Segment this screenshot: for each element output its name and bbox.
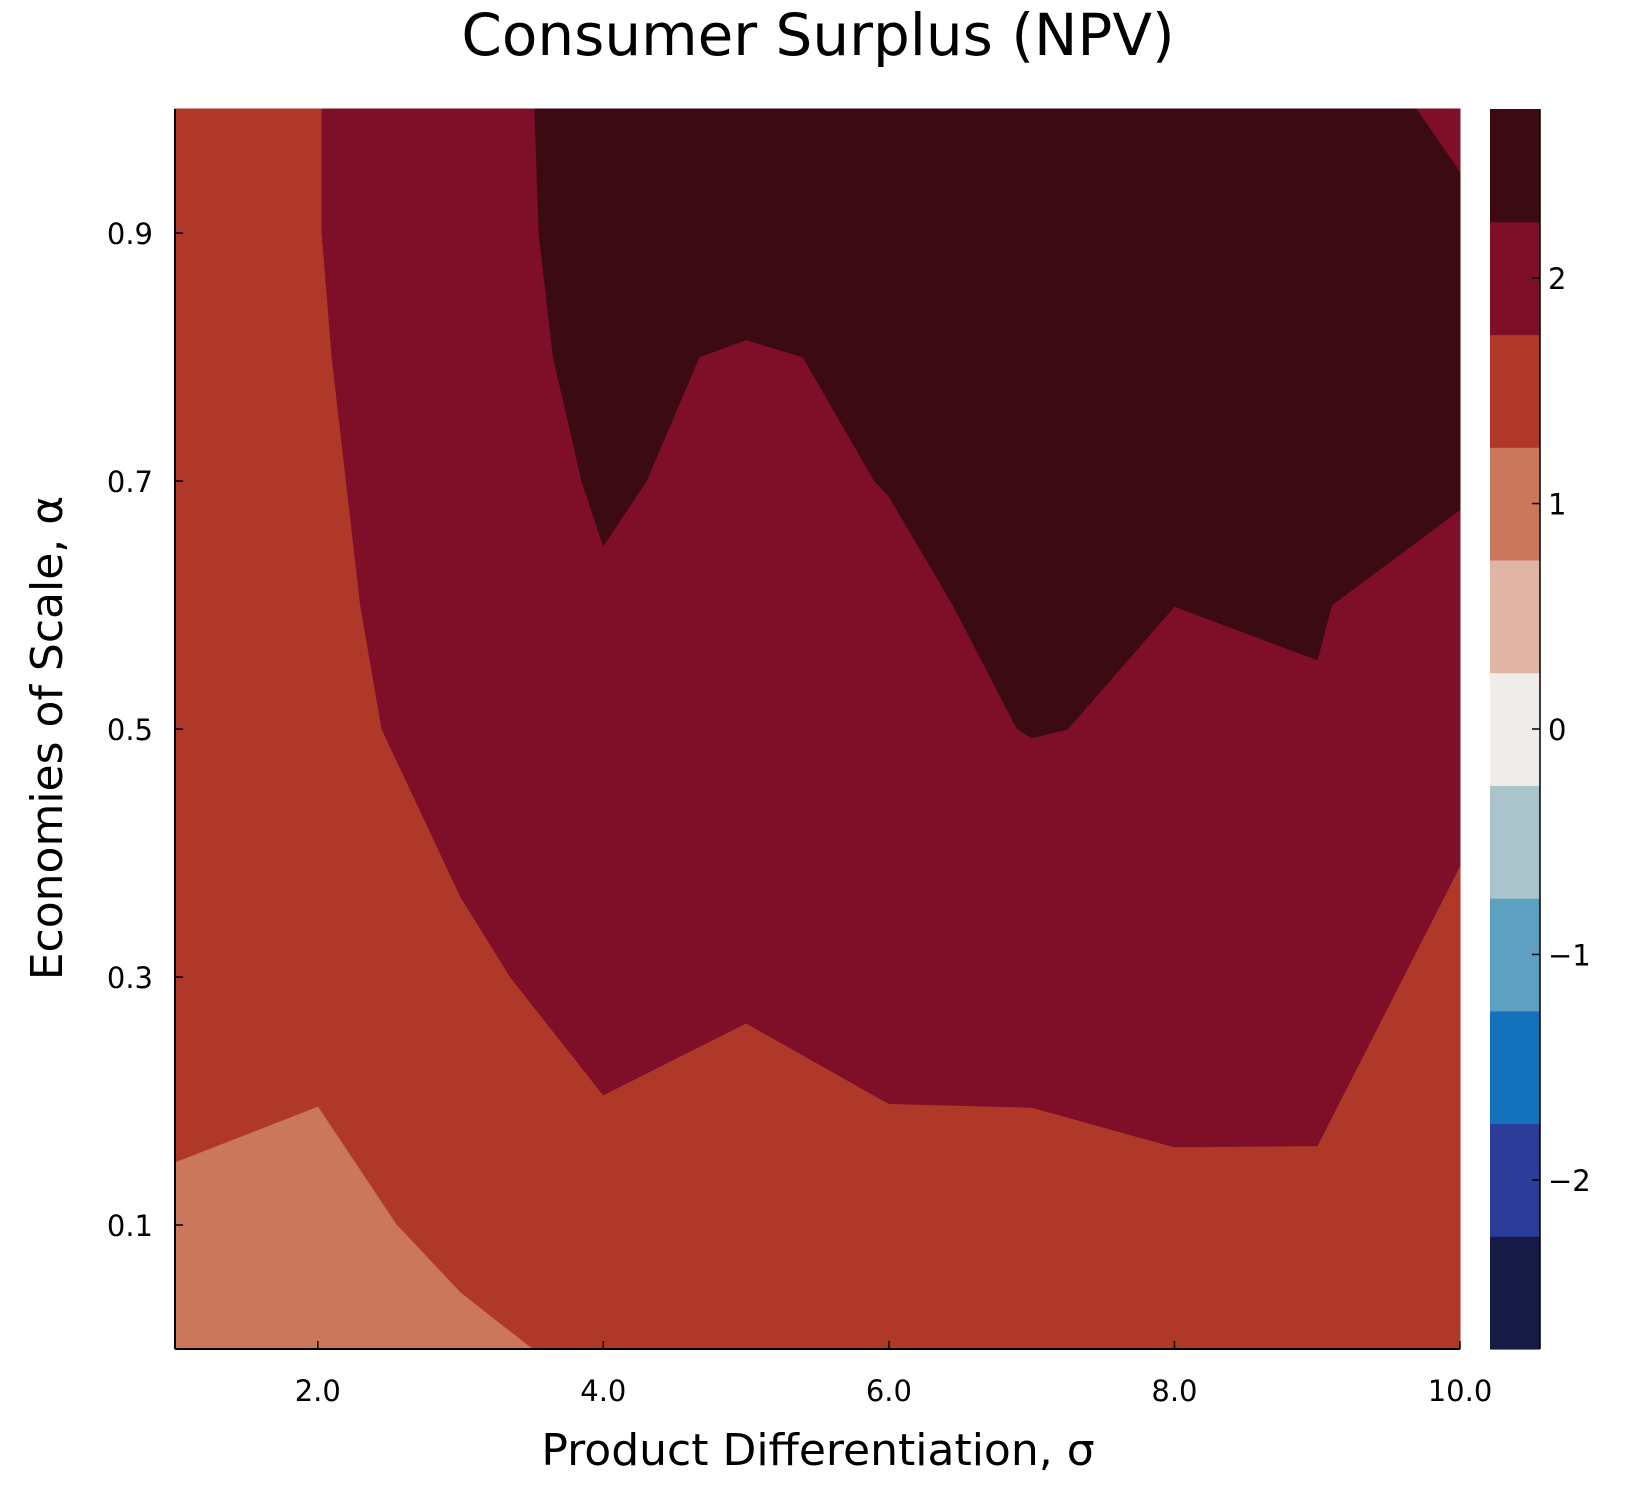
- plot-area: [174, 108, 1461, 1350]
- x-axis-label: Product Differentiation, σ: [541, 1425, 1094, 1476]
- x-tick-label: 4.0: [580, 1374, 626, 1408]
- chart-title: Consumer Surplus (NPV): [461, 1, 1174, 69]
- y-axis-label: Economies of Scale, α: [22, 496, 73, 981]
- x-tick-label: 10.0: [1428, 1374, 1493, 1408]
- y-tick-label: 0.3: [107, 961, 153, 995]
- x-axis: 2.0 4.0 6.0 8.0 10.0: [295, 1341, 1493, 1408]
- x-tick-label: 2.0: [295, 1374, 341, 1408]
- colorbar-level-5: [1490, 672, 1540, 786]
- x-tick-label: 8.0: [1151, 1374, 1197, 1408]
- colorbar-level-1: [1490, 1123, 1540, 1237]
- colorbar-level-2: [1490, 1010, 1540, 1125]
- contour-region-3: [534, 108, 1461, 739]
- colorbar-level-9: [1490, 221, 1540, 336]
- colorbar-level-6: [1490, 559, 1540, 674]
- colorbar-level-4: [1490, 785, 1540, 899]
- colorbar-level-8: [1490, 334, 1540, 448]
- contour-region-4: [1416, 108, 1461, 173]
- colorbar-tick-label: 1: [1548, 488, 1566, 522]
- colorbar-tick-label: −2: [1548, 1164, 1591, 1198]
- colorbar-tick-label: 2: [1548, 262, 1566, 296]
- colorbar-level-0: [1490, 1236, 1540, 1350]
- colorbar: −2 −1 0 1 2: [1490, 109, 1591, 1350]
- colorbar-level-3: [1490, 898, 1540, 1012]
- colorbar-tick-label: −1: [1548, 938, 1591, 972]
- y-tick-label: 0.7: [107, 465, 153, 499]
- x-tick-label: 6.0: [866, 1374, 912, 1408]
- colorbar-level-10: [1490, 109, 1540, 223]
- colorbar-tick-label: 0: [1548, 713, 1566, 747]
- y-axis: 0.1 0.3 0.5 0.7 0.9: [107, 217, 183, 1243]
- colorbar-level-7: [1490, 447, 1540, 561]
- y-tick-label: 0.9: [107, 217, 153, 251]
- y-tick-label: 0.1: [107, 1209, 153, 1243]
- y-tick-label: 0.5: [107, 713, 153, 747]
